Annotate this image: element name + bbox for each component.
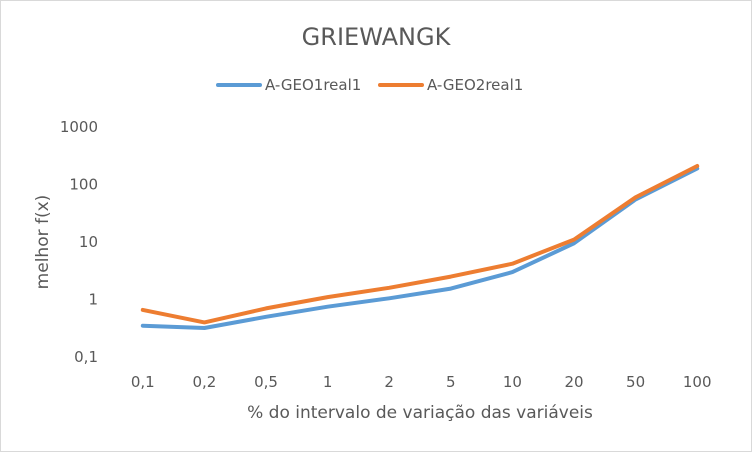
y-axis-label: melhor f(x) (33, 195, 53, 290)
x-tick-label: 0,5 (254, 373, 278, 391)
x-axis-ticks: 0,1 0,2 0,5 1 2 5 10 20 50 100 (131, 373, 712, 391)
y-tick-label: 1 (88, 291, 98, 309)
x-tick-label: 100 (683, 373, 712, 391)
x-tick-label: 2 (384, 373, 394, 391)
y-axis-ticks: 0,1 1 10 100 1000 (60, 118, 98, 366)
x-tick-label: 20 (564, 373, 583, 391)
legend: A-GEO1real1 A-GEO2real1 (216, 76, 523, 94)
legend-label-1: A-GEO1real1 (265, 76, 361, 94)
x-tick-label: 0,1 (131, 373, 155, 391)
x-tick-label: 50 (626, 373, 645, 391)
plot-area (140, 164, 700, 330)
y-tick-label: 0,1 (74, 348, 98, 366)
x-tick-label: 0,2 (192, 373, 216, 391)
x-tick-label: 5 (446, 373, 456, 391)
series-line-2 (140, 164, 700, 325)
x-axis-label: % do intervalo de variação das variáveis (247, 403, 593, 423)
x-tick-label: 1 (323, 373, 333, 391)
series-line-1 (140, 166, 700, 330)
x-tick-label: 10 (503, 373, 522, 391)
y-tick-label: 10 (79, 233, 98, 251)
y-tick-label: 100 (69, 176, 98, 194)
legend-label-2: A-GEO2real1 (427, 76, 523, 94)
chart-title: GRIEWANGK (302, 23, 452, 51)
y-tick-label: 1000 (60, 118, 98, 136)
